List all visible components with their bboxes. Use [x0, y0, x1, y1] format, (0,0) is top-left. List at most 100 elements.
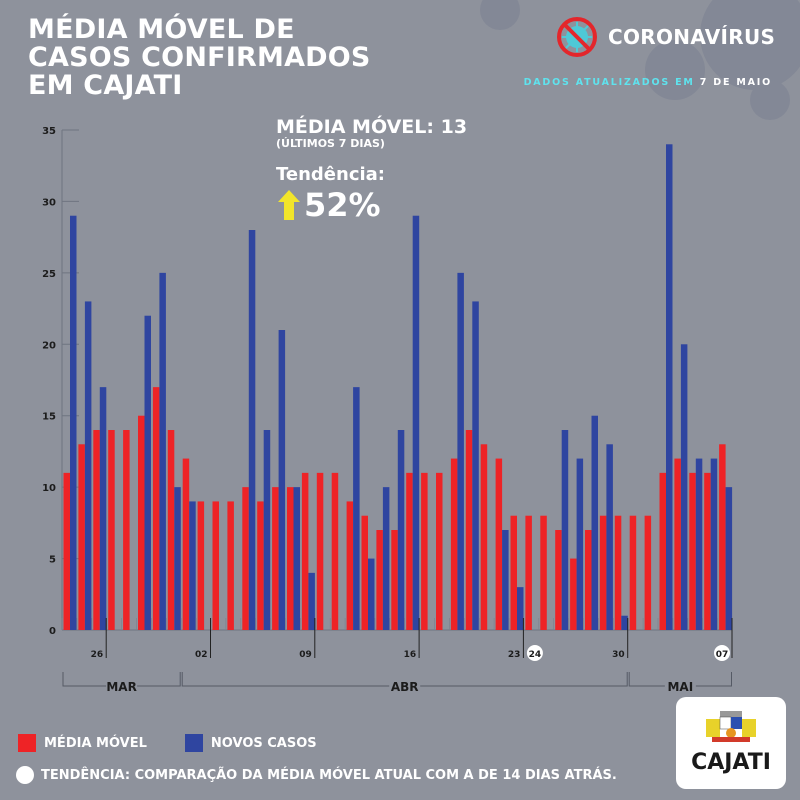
bar-media-movel [138, 415, 145, 630]
month-bracket [420, 672, 628, 687]
legend-label-media-movel: MÉDIA MÓVEL [44, 735, 147, 751]
date-highlight-circle [714, 645, 730, 661]
bar-novos-casos [278, 330, 286, 630]
bar-media-movel [108, 430, 115, 630]
bar-media-movel [361, 515, 368, 630]
updated-date-value: 7 DE MAIO [699, 77, 772, 88]
bar-novos-casos [561, 430, 569, 630]
media-movel-summary: MÉDIA MÓVEL: 13 (ÚLTIMOS 7 DIAS) [276, 116, 467, 150]
y-tick-label: 15 [42, 412, 56, 423]
bar-media-movel [450, 458, 458, 630]
bar-chart: 0 5 10 15 20 25 30 35 26 02 09 16 23 24 30 07 MAR ABR MAI [42, 126, 733, 694]
bar-media-movel [301, 472, 309, 630]
date-tick-label: 09 [299, 650, 312, 660]
legend-label-novos-casos: NOVOS CASOS [210, 735, 317, 751]
month-label: MAI [667, 680, 693, 694]
bar-media-movel [78, 444, 85, 630]
bar-novos-casos [680, 344, 688, 630]
bar-novos-casos [174, 487, 181, 630]
brand-name: CORONAVÍRUS [608, 25, 776, 49]
bar-novos-casos [189, 501, 196, 630]
cajati-logo: CAJATI [676, 697, 786, 789]
brand: CORONAVÍRUS [556, 16, 775, 58]
bar-media-movel [421, 472, 428, 630]
bar-media-movel [689, 472, 696, 630]
date-highlight-circle [526, 645, 543, 661]
date-tick-label: 24 [529, 650, 542, 660]
bar-media-movel [242, 487, 249, 630]
bar-novos-casos [695, 458, 703, 630]
virus-background-decoration [700, 0, 800, 90]
bar-media-movel [346, 501, 354, 630]
bar-media-movel [644, 515, 652, 630]
tendencia-value-row: 52% [278, 186, 381, 224]
bar-novos-casos [382, 487, 390, 630]
date-tick-label: 07 [716, 650, 729, 660]
bar-novos-casos [159, 272, 166, 630]
bar-media-movel [495, 458, 503, 630]
date-tick-label: 30 [612, 650, 625, 660]
bar-novos-casos [606, 444, 613, 630]
y-tick-label: 10 [42, 483, 56, 494]
media-movel-label: MÉDIA MÓVEL: 13 [276, 116, 468, 138]
legend: MÉDIA MÓVEL NOVOS CASOS [18, 734, 317, 752]
bar-novos-casos [591, 415, 598, 630]
bar-novos-casos [368, 558, 375, 630]
month-bracket [628, 672, 665, 687]
title-line: MÉDIA MÓVEL DE [28, 14, 295, 45]
y-tick-label: 20 [42, 340, 56, 351]
bar-media-movel [599, 515, 607, 630]
bar-novos-casos [725, 487, 733, 630]
bar-media-movel [63, 472, 70, 630]
bar-media-movel [406, 472, 413, 630]
month-label: ABR [391, 680, 419, 694]
virus-background-decoration [750, 80, 790, 120]
bar-novos-casos [397, 430, 405, 630]
legend-swatch-media-movel [18, 734, 36, 752]
bar-novos-casos [353, 387, 360, 630]
bar-media-movel [197, 501, 205, 630]
bar-media-movel [123, 430, 130, 630]
bar-novos-casos [412, 215, 420, 630]
bar-media-movel [287, 487, 294, 630]
title-line: CASOS CONFIRMADOS [28, 42, 371, 73]
bar-novos-casos [84, 301, 92, 630]
month-bracket [695, 672, 732, 687]
bar-media-movel [585, 530, 592, 630]
title-line: EM CAJATI [28, 70, 183, 101]
y-tick-label: 0 [49, 626, 56, 637]
tendencia-label: Tendência: [276, 164, 386, 185]
y-tick-label: 30 [42, 197, 56, 208]
bar-media-movel [436, 472, 443, 630]
bar-novos-casos [70, 215, 77, 630]
bar-novos-casos [472, 301, 479, 630]
date-tick-label: 16 [404, 650, 417, 660]
bar-novos-casos [710, 458, 718, 630]
bar-novos-casos [576, 458, 584, 630]
bar-media-movel [555, 530, 562, 630]
bar-media-movel [614, 515, 622, 630]
coat-of-arms-icon [706, 711, 756, 742]
y-tick-label: 35 [42, 126, 56, 137]
bar-novos-casos [502, 530, 509, 630]
bar-media-movel [465, 430, 473, 630]
legend-swatch-novos-casos [184, 734, 203, 752]
updated-date: DADOS ATUALIZADOS EM 7 DE MAIO [524, 77, 772, 88]
bar-media-movel [257, 501, 264, 630]
bar-media-movel [152, 387, 160, 630]
month-bracket [137, 672, 181, 687]
y-tick-label: 5 [49, 555, 56, 566]
bar-media-movel [525, 515, 532, 630]
bar-media-movel [167, 430, 175, 630]
logo-text: CAJATI [691, 750, 771, 775]
bar-media-movel [227, 501, 234, 630]
y-tick-label: 25 [42, 269, 56, 280]
date-tick-label: 26 [91, 650, 104, 660]
bar-novos-casos [308, 572, 315, 630]
updated-prefix: DADOS ATUALIZADOS EM [523, 77, 695, 88]
bar-novos-casos [517, 587, 524, 630]
bar-media-movel [674, 458, 681, 630]
bar-novos-casos [99, 387, 107, 630]
bar-media-movel [212, 501, 219, 630]
bar-media-movel [719, 444, 726, 630]
